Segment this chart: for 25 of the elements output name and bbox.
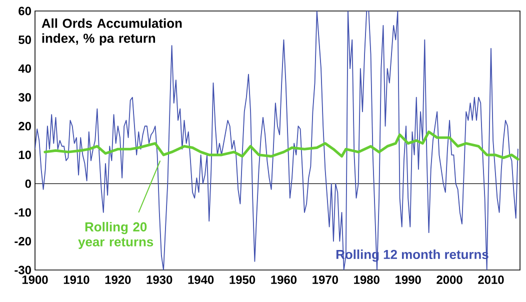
text: All Ords Accumulation index, % pa return	[42, 18, 182, 46]
x-tick-label: 1970	[312, 276, 338, 284]
y-tick-label: 20	[18, 122, 31, 130]
y-tick-label: 10	[18, 150, 31, 160]
x-tick-label: 1920	[105, 276, 131, 284]
x-tick-label: 1900	[22, 276, 48, 284]
y-tick-label: 60	[18, 6, 31, 16]
text: Rolling 20 year returns	[78, 222, 154, 249]
x-tick-label: 1930	[146, 276, 172, 284]
y-tick-label: 30	[18, 93, 31, 102]
y-tick-label: -20	[14, 236, 31, 246]
x-tick-label: 2010	[478, 276, 504, 284]
x-tick-label: 2000	[436, 276, 462, 284]
y-tick-label: -30	[14, 266, 31, 274]
x-tick-label: 1990	[396, 276, 421, 284]
y-tick-label: 0	[25, 179, 31, 188]
y-tick-label: -10	[14, 208, 31, 217]
x-tick-label: 1980	[354, 276, 380, 284]
line-series	[44, 130, 520, 161]
y-tick-label: 40	[18, 64, 31, 73]
x-tick-label: 1950	[230, 276, 256, 284]
x-tick-label: 1910	[64, 276, 90, 284]
x-tick-label: 1960	[271, 276, 297, 284]
x-tick-label: 1940	[188, 276, 214, 284]
y-tick-label: 50	[18, 36, 31, 44]
